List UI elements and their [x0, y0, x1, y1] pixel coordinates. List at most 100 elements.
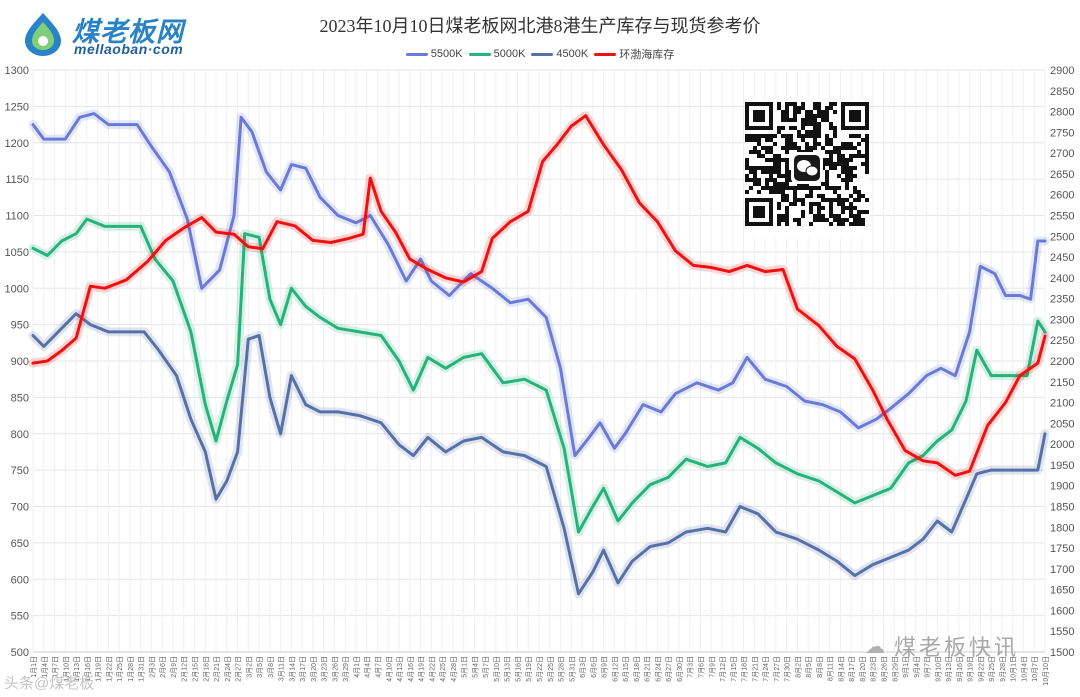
- x-tick-label: 7月3日: [687, 656, 695, 678]
- y-right-tick-label: 2850: [1050, 86, 1074, 98]
- legend-label: 4500K: [556, 48, 589, 60]
- x-tick-label: 9月28日: [999, 656, 1007, 682]
- x-tick-label: 5月25日: [547, 656, 555, 682]
- y-right-tick-label: 1700: [1050, 564, 1074, 576]
- x-tick-label: 4月25日: [439, 656, 447, 682]
- y-right-tick-label: 1650: [1050, 585, 1074, 597]
- series-line-5000K: [31, 217, 1047, 534]
- y-left-tick-label: 950: [11, 320, 29, 332]
- x-tick-label: 3月17日: [299, 656, 307, 682]
- x-tick-label: 6月21日: [644, 656, 652, 682]
- y-left-tick-label: 900: [11, 356, 29, 368]
- x-tick-label: 3月29日: [342, 656, 350, 682]
- legend-item[interactable]: 5000K: [468, 48, 526, 60]
- x-tick-label: 5月4日: [471, 656, 479, 678]
- y-left-tick-label: 850: [11, 392, 29, 404]
- y-right-tick-label: 1950: [1050, 460, 1074, 472]
- x-tick-label: 3月20日: [310, 656, 318, 682]
- legend-item[interactable]: 环渤海库存: [594, 46, 674, 62]
- series-line-4500K: [31, 312, 1047, 596]
- x-tick-label: 8月14日: [837, 656, 845, 682]
- series-line-环渤海库存: [31, 114, 1047, 477]
- y-right-tick-label: 2650: [1050, 169, 1074, 181]
- legend-item[interactable]: 4500K: [531, 48, 588, 60]
- x-tick-label: 9月4日: [913, 656, 921, 678]
- chart-title: 2023年10月10日煤老板网北港8港生产库存与现货参考价: [319, 16, 761, 36]
- watermark-text: 煤老板快讯: [894, 635, 1020, 660]
- chart-grid: [32, 69, 1046, 653]
- x-tick-label: 7月27日: [773, 656, 781, 682]
- legend-item[interactable]: 5500K: [405, 48, 463, 60]
- y-right-tick-label: 2600: [1050, 190, 1074, 202]
- x-tick-label: 2月9日: [170, 656, 178, 678]
- x-tick-label: 3月8日: [267, 656, 275, 678]
- x-tick-label: 9月16日: [956, 656, 964, 682]
- y-right-tick-label: 2100: [1050, 398, 1074, 410]
- x-tick-label: 9月22日: [977, 656, 985, 682]
- x-tick-label: 1月16日: [84, 656, 92, 682]
- x-tick-label: 7月9日: [708, 656, 716, 678]
- y-right-tick-label: 2200: [1050, 356, 1074, 368]
- x-tick-label: 6月27日: [665, 656, 673, 682]
- x-tick-label: 8月29日: [891, 656, 899, 682]
- x-tick-label: 1月28日: [127, 656, 135, 682]
- y-right-tick-label: 2500: [1050, 231, 1074, 243]
- x-tick-label: 3月11日: [278, 656, 286, 681]
- wechat-bubble-icon: ☁: [865, 635, 888, 658]
- x-tick-label: 7月21日: [751, 656, 759, 682]
- x-tick-label: 2月21日: [213, 656, 221, 682]
- series-line-5500K: [31, 112, 1047, 458]
- x-tick-label: 9月13日: [945, 656, 953, 682]
- legend-swatch: [468, 52, 491, 56]
- corner-watermark: 头条@煤老板: [4, 675, 95, 692]
- y-right-tick-label: 2900: [1050, 65, 1074, 77]
- x-tick-label: 7月12日: [719, 656, 727, 682]
- x-tick-label: 5月7日: [482, 656, 490, 678]
- x-tick-label: 10月4日: [1020, 656, 1028, 682]
- x-tick-label: 4月10日: [385, 656, 393, 682]
- chart-series: [28, 109, 1050, 599]
- x-tick-label: 4月7日: [375, 656, 383, 678]
- x-tick-label: 8月26日: [881, 656, 889, 682]
- chart-legend: 5500K 5000K 4500K 环渤海库存: [0, 46, 1080, 62]
- x-tick-label: 9月19日: [967, 656, 975, 682]
- y-left-tick-label: 800: [11, 429, 29, 441]
- x-tick-label: 6月3日: [579, 656, 587, 678]
- x-tick-label: 4月4日: [364, 656, 372, 678]
- y-right-tick-label: 2250: [1050, 335, 1074, 347]
- legend-label: 5000K: [493, 48, 526, 60]
- y-right-tick-label: 2300: [1050, 314, 1074, 326]
- x-tick-label: 1月31日: [138, 656, 146, 682]
- x-tick-label: 9月10日: [934, 656, 942, 682]
- y-right-tick-label: 2450: [1050, 252, 1074, 264]
- site-logo[interactable]: 煤老板网 mellaoban·com: [10, 8, 225, 60]
- y-right-tick-label: 2700: [1050, 148, 1074, 160]
- x-tick-label: 6月18日: [633, 656, 641, 682]
- x-tick-label: 3月26日: [331, 656, 339, 682]
- x-tick-label: 1月1日: [30, 656, 38, 678]
- wechat-qr-code[interactable]: [745, 100, 869, 238]
- x-tick-label: 4月22日: [428, 656, 436, 682]
- x-tick-label: 1月7日: [52, 656, 60, 678]
- y-left-tick-label: 1050: [5, 247, 29, 259]
- x-tick-label: 1月4日: [41, 656, 49, 678]
- y-right-tick-label: 1900: [1050, 481, 1074, 493]
- y-left-tick-label: 550: [11, 611, 29, 623]
- x-tick-label: 2月3日: [148, 656, 156, 678]
- x-tick-label: 7月24日: [762, 656, 770, 682]
- x-tick-label: 6月15日: [622, 656, 630, 682]
- x-tick-label: 5月31日: [568, 656, 576, 682]
- y-right-tick-label: 1500: [1050, 647, 1074, 659]
- y-left-tick-label: 650: [11, 538, 29, 550]
- y-right-tick-label: 1850: [1050, 502, 1074, 514]
- x-tick-label: 2月24日: [224, 656, 232, 682]
- y-right-tick-label: 2150: [1050, 377, 1074, 389]
- y-right-tick-label: 2400: [1050, 273, 1074, 285]
- x-tick-label: 2月6日: [159, 656, 167, 678]
- x-tick-label: 5月13日: [504, 656, 512, 682]
- legend-swatch: [405, 52, 428, 56]
- y-right-tick-label: 2000: [1050, 439, 1074, 451]
- x-tick-label: 6月30日: [676, 656, 684, 682]
- y-left-tick-label: 700: [11, 502, 29, 514]
- x-tick-label: 8月2日: [794, 656, 802, 678]
